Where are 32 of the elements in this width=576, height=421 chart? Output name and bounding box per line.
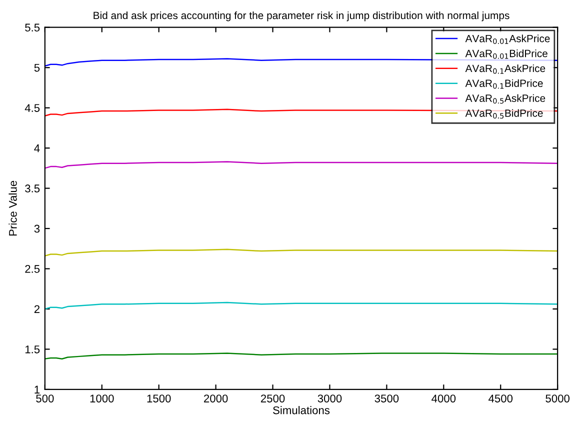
y-tick-label: 1 xyxy=(34,386,40,394)
x-tick-label: 4000 xyxy=(432,394,456,402)
x-tick-label: 500 xyxy=(36,394,54,402)
x-axis-title: Simulations xyxy=(273,406,330,414)
x-tick-label: 2500 xyxy=(260,394,285,402)
legend-label: AVaR$_{0.5}$AskPrice xyxy=(465,94,546,104)
line-series xyxy=(44,161,558,169)
legend-label: AVaR$_{0.5}$BidPrice xyxy=(465,109,543,119)
y-tick-label: 3 xyxy=(34,224,40,233)
x-tick-label: 4500 xyxy=(488,394,513,402)
y-tick-label: 2.5 xyxy=(25,265,40,273)
line-series xyxy=(44,302,558,310)
legend-label: AVaR$_{0.1}$AskPrice xyxy=(465,64,546,74)
x-tick-label: 2000 xyxy=(204,394,228,402)
y-tick-label: 5 xyxy=(34,64,40,72)
x-tick-label: 3500 xyxy=(374,394,399,402)
y-axis-title: Price Value xyxy=(8,180,17,236)
x-tick-label: 5000 xyxy=(546,394,570,402)
legend-label: AVaR$_{0.1}$BidPrice xyxy=(465,79,543,89)
legend-label: AVaR$_{0.01}$AskPrice xyxy=(465,34,550,44)
y-tick-label: 3.5 xyxy=(25,184,40,192)
y-tick-label: 2 xyxy=(34,305,40,313)
legend-label: AVaR$_{0.01}$BidPrice xyxy=(465,50,548,59)
x-tick-label: 3000 xyxy=(318,394,342,402)
line-series xyxy=(44,248,558,256)
chart-title: Bid and ask prices accounting for the parameter risk in jump distribution with normal jumps xyxy=(94,11,510,22)
y-tick-label: 4 xyxy=(34,144,40,152)
x-tick-label: 1000 xyxy=(90,394,114,402)
y-tick-label: 4.5 xyxy=(24,104,40,112)
x-tick-label: 1500 xyxy=(147,394,171,402)
y-tick-label: 1.5 xyxy=(25,346,40,354)
y-tick-label: 5.5 xyxy=(25,24,40,32)
